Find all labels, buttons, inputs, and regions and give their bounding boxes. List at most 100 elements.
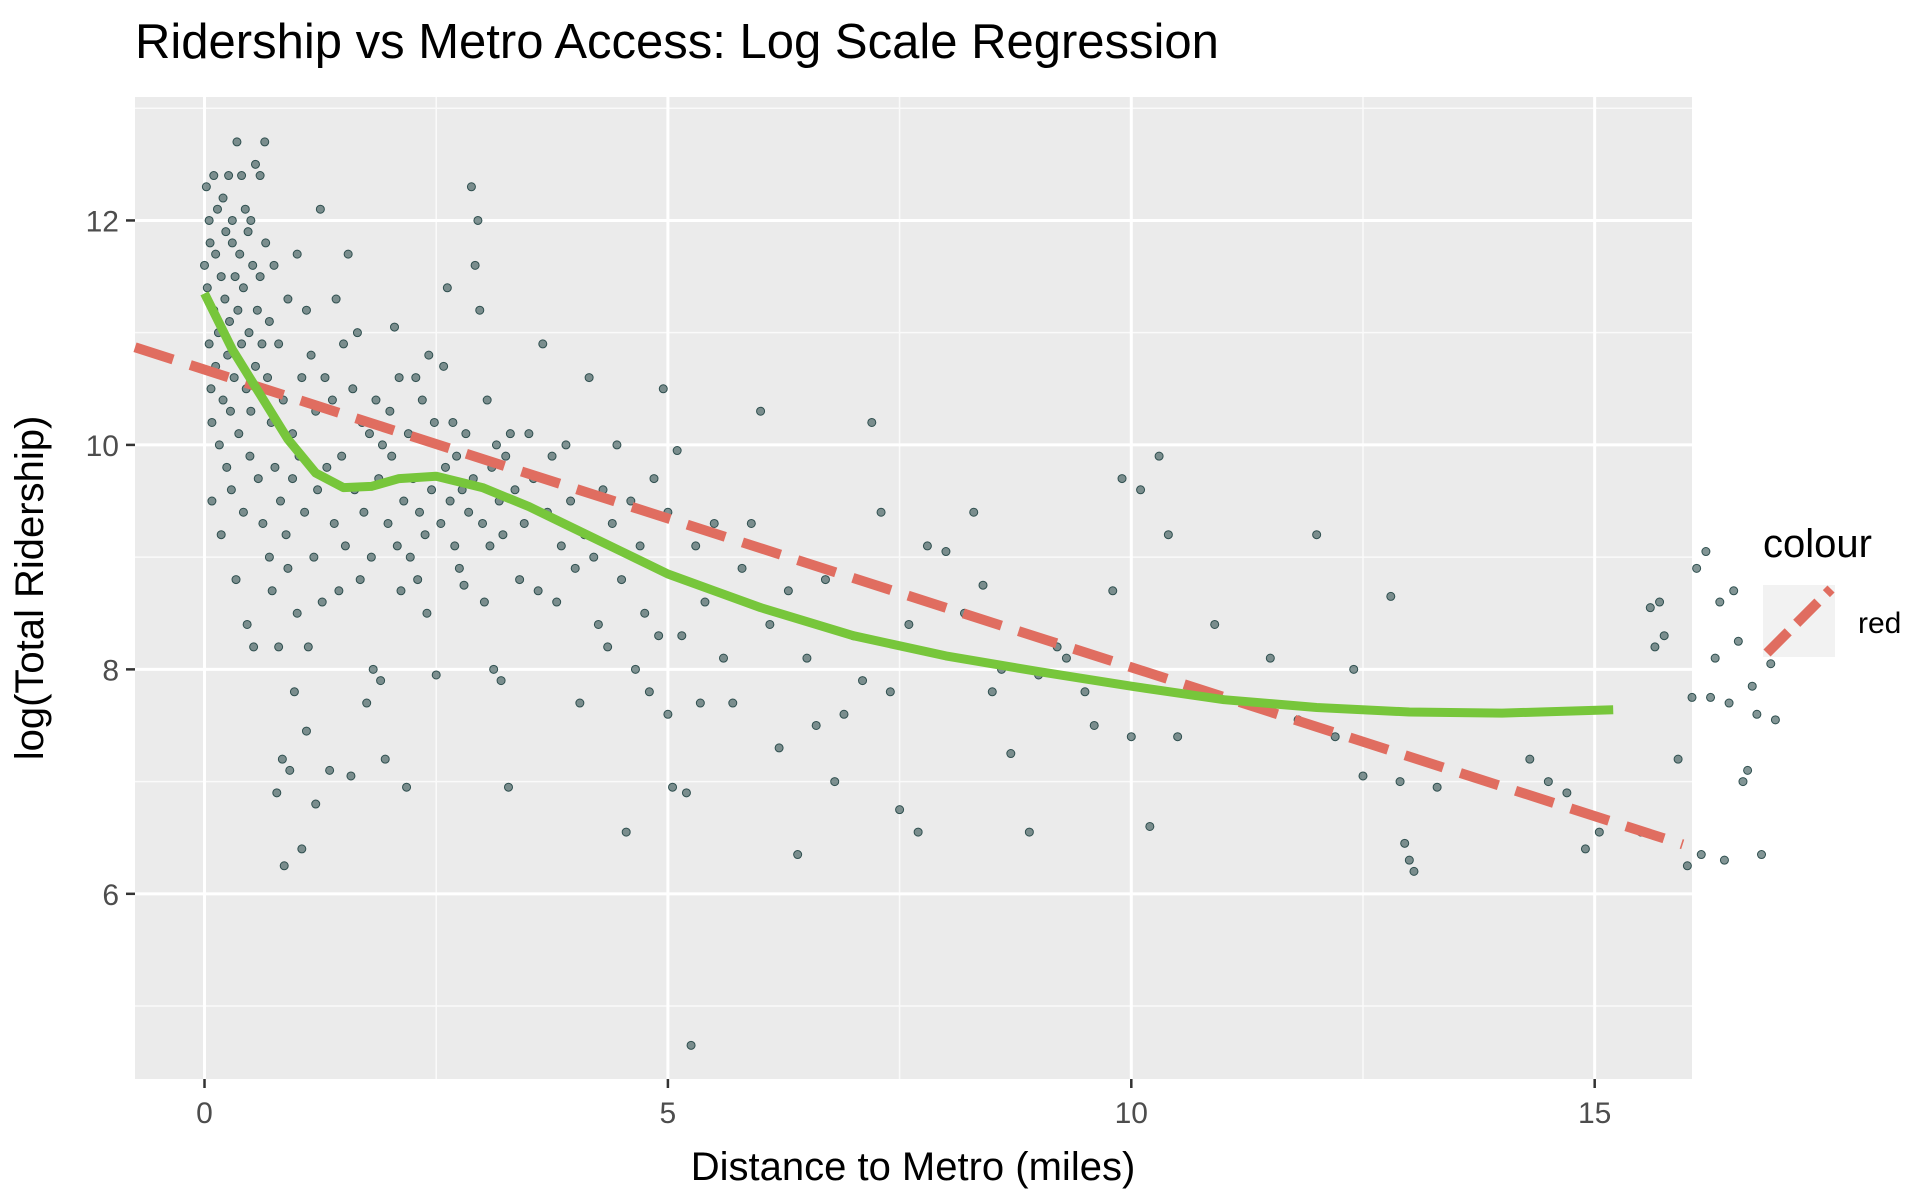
scatter-point [301, 726, 311, 736]
scatter-point [390, 322, 399, 332]
scatter-point [668, 782, 678, 792]
scatter-point [405, 552, 415, 562]
scatter-point [264, 316, 274, 326]
legend-title: colour [1763, 522, 1872, 566]
scatter-point [415, 507, 425, 517]
scatter-point [212, 204, 222, 214]
scatter-point [309, 552, 319, 562]
chart-title: Ridership vs Metro Access: Log Scale Reg… [135, 15, 1219, 69]
scatter-point [1747, 681, 1757, 691]
scatter-points [200, 137, 1780, 1050]
scatter-point [649, 474, 659, 484]
regression-lines [133, 291, 1685, 850]
scatter-point [422, 608, 432, 618]
scatter-point [315, 204, 325, 214]
scatter-point [524, 429, 534, 439]
x-tick-label: 0 [196, 1097, 213, 1130]
scatter-point [1265, 653, 1275, 663]
scatter-point [765, 619, 775, 629]
scatter-point [322, 462, 332, 472]
scatter-point [248, 260, 258, 270]
scatter-point [253, 474, 263, 484]
scatter-point [589, 552, 599, 562]
scatter-point [677, 631, 687, 641]
scatter-point [811, 720, 821, 730]
scatter-point [547, 451, 557, 461]
scatter-point [1757, 850, 1767, 860]
scatter-point [737, 563, 747, 573]
scatter-point [1089, 720, 1099, 730]
scatter-point [250, 159, 260, 169]
scatter-point [399, 496, 409, 506]
scatter-point [246, 215, 256, 225]
scatter-point [238, 507, 248, 517]
scatter-point [858, 676, 868, 686]
scatter-point [270, 462, 280, 472]
scatter-point [303, 642, 313, 652]
scatter-point [440, 462, 450, 472]
scatter-point [700, 597, 710, 607]
scatter-point [867, 417, 877, 427]
scatter-point [281, 530, 291, 540]
scatter-point [300, 507, 310, 517]
scatter-point [229, 373, 239, 383]
scatter-point [204, 339, 214, 349]
scatter-point [885, 687, 895, 697]
scatter-point [561, 440, 571, 450]
scatter-point [402, 782, 412, 792]
scatter-point [654, 631, 664, 641]
scatter-point [250, 361, 260, 371]
scatter-point [1136, 485, 1146, 495]
y-tick-label: 10 [86, 430, 119, 463]
scatter-point [644, 687, 654, 697]
scatter-point [498, 530, 508, 540]
scatter-point [489, 664, 499, 674]
scatter-point [227, 215, 237, 225]
scatter-point [371, 395, 381, 405]
scatter-point [411, 373, 421, 383]
scatter-point [313, 485, 323, 495]
scatter-point [454, 563, 464, 573]
scatter-point [895, 805, 905, 815]
scatter-point [485, 541, 495, 551]
scatter-point [681, 788, 691, 798]
y-axis-label: log(Total Ridership) [8, 416, 52, 761]
scatter-point [1719, 855, 1729, 865]
scatter-point [230, 272, 240, 282]
scatter-point [695, 698, 705, 708]
scatter-point [1562, 788, 1572, 798]
scatter-point [691, 541, 701, 551]
scatter-point [496, 676, 506, 686]
y-tick-label: 12 [86, 205, 119, 238]
scatter-point [1594, 827, 1604, 837]
scatter-point [1543, 777, 1553, 787]
scatter-point [334, 586, 344, 596]
scatter-point [311, 799, 321, 809]
scatter-point [552, 597, 562, 607]
scatter-point [1154, 451, 1164, 461]
scatter-point [635, 541, 645, 551]
scatter-point [366, 552, 376, 562]
scatter-point [533, 586, 543, 596]
scatter-point [244, 328, 254, 338]
scatter-point [663, 709, 673, 719]
scatter-point [227, 238, 237, 248]
scatter-point [339, 339, 349, 349]
scatter-point [1673, 754, 1683, 764]
scatter-point [1210, 619, 1220, 629]
scatter-point [1645, 603, 1655, 613]
scatter-point [501, 451, 511, 461]
scatter-point [306, 350, 316, 360]
scatter-point [218, 193, 228, 203]
scatter-point [429, 417, 439, 427]
scatter-point [969, 507, 979, 517]
scatter-point [505, 429, 515, 439]
scatter-point [225, 316, 235, 326]
y-tick-label: 6 [102, 879, 119, 912]
scatter-point [427, 485, 437, 495]
scatter-point [255, 171, 265, 181]
scatter-point [1145, 821, 1155, 831]
scatter-point [364, 429, 374, 439]
scatter-point [503, 782, 513, 792]
